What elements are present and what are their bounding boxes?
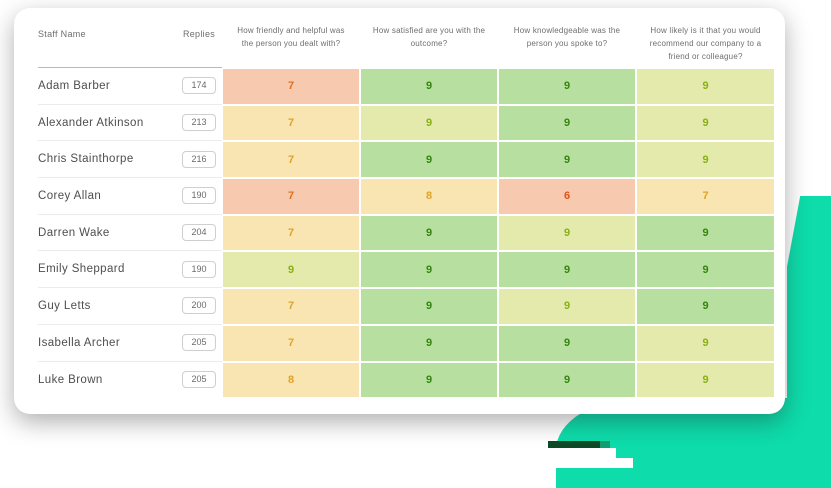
score-cell: 7 [223,215,359,251]
replies-cell: 174 [176,68,222,105]
table-row: Alexander Atkinson 213 7 9 9 9 [38,105,775,142]
score-cell: 9 [223,252,359,288]
score-cell: 8 [361,179,497,214]
staff-name: Alexander Atkinson [38,105,176,142]
score-cell: 9 [361,142,497,178]
replies-badge[interactable]: 190 [182,187,216,205]
white-strip [548,458,633,468]
score-cell: 9 [499,142,635,178]
table-row: Chris Stainthorpe 216 7 9 9 9 [38,141,775,179]
replies-cell: 190 [176,251,222,289]
staff-name: Luke Brown [38,373,103,386]
replies-cell: 190 [176,178,222,215]
staff-scores-table: Staff Name Replies How friendly and help… [38,8,775,398]
score-cell: 9 [361,69,497,104]
table-row: Corey Allan 190 7 8 6 7 [38,178,775,215]
score-cell: 9 [361,252,497,288]
replies-badge[interactable]: 204 [182,224,216,242]
column-header-question-2: How satisfied are you with the outcome? [372,26,486,48]
score-cell: 8 [223,362,359,398]
score-cell: 9 [499,69,635,104]
score-cell: 7 [223,325,359,361]
replies-badge[interactable]: 190 [182,260,216,278]
score-cell: 9 [499,362,635,398]
staff-name: Guy Letts [38,288,176,325]
table-body: Adam Barber 174 7 9 9 9 Alexander Atkins… [38,68,775,398]
white-strip [430,448,616,458]
score-cell: 9 [637,142,774,178]
replies-badge[interactable]: 205 [182,371,216,389]
score-cell: 7 [223,105,359,141]
score-cell: 9 [637,362,774,398]
score-cell: 9 [499,252,635,288]
table-row: Luke Brown 205 8 9 9 9 [38,362,775,399]
replies-cell: 205 [176,325,222,362]
staff-name: Isabella Archer [38,325,176,362]
replies-cell: 200 [176,288,222,325]
staff-name: Adam Barber [38,68,176,105]
score-cell: 7 [223,289,359,324]
score-cell: 9 [637,105,774,141]
table-row: Guy Letts 200 7 9 9 9 [38,288,775,325]
replies-cell: 216 [176,141,222,179]
column-header-replies: Replies [182,29,216,39]
score-cell: 9 [361,325,497,361]
score-cell: 9 [361,362,497,398]
score-cell: 9 [637,215,774,251]
staff-name: Darren Wake [38,215,176,252]
column-header-staff-name: Staff Name [38,29,86,39]
table-header-row: Staff Name Replies How friendly and help… [38,8,775,68]
replies-badge[interactable]: 200 [182,297,216,315]
table-row: Darren Wake 204 7 9 9 9 [38,215,775,252]
score-cell: 9 [361,105,497,141]
score-cell: 6 [499,179,635,214]
replies-badge[interactable]: 216 [182,150,216,168]
replies-badge[interactable]: 213 [182,114,216,132]
table-row: Emily Sheppard 190 9 9 9 9 [38,251,775,289]
score-cell: 9 [499,289,635,324]
dark-green-strip [548,441,610,448]
staff-name: Corey Allan [38,178,176,215]
score-cell: 9 [499,105,635,141]
staff-name: Emily Sheppard [38,251,176,289]
table-row: Adam Barber 174 7 9 9 9 [38,68,775,105]
replies-cell: 213 [176,105,222,142]
header-divider [38,67,222,68]
column-header-question-3: How knowledgeable was the person you spo… [513,26,621,48]
replies-cell: 204 [176,215,222,252]
score-cell: 7 [637,179,774,214]
score-cell: 9 [637,69,774,104]
score-cell: 7 [223,179,359,214]
scores-card: Staff Name Replies How friendly and help… [14,8,785,414]
replies-badge[interactable]: 205 [182,334,216,352]
replies-cell: 205 [176,362,222,399]
score-cell: 9 [361,289,497,324]
score-cell: 9 [637,325,774,361]
score-cell: 9 [499,325,635,361]
staff-name: Chris Stainthorpe [38,141,176,179]
score-cell: 9 [637,289,774,324]
replies-badge[interactable]: 174 [182,77,216,95]
column-header-question-1: How friendly and helpful was the person … [237,26,345,48]
score-cell: 9 [361,215,497,251]
score-cell: 9 [637,252,774,288]
score-cell: 7 [223,142,359,178]
column-header-question-4: How likely is it that you would recommen… [649,26,762,61]
score-cell: 9 [499,215,635,251]
table-row: Isabella Archer 205 7 9 9 9 [38,325,775,362]
score-cell: 7 [223,69,359,104]
